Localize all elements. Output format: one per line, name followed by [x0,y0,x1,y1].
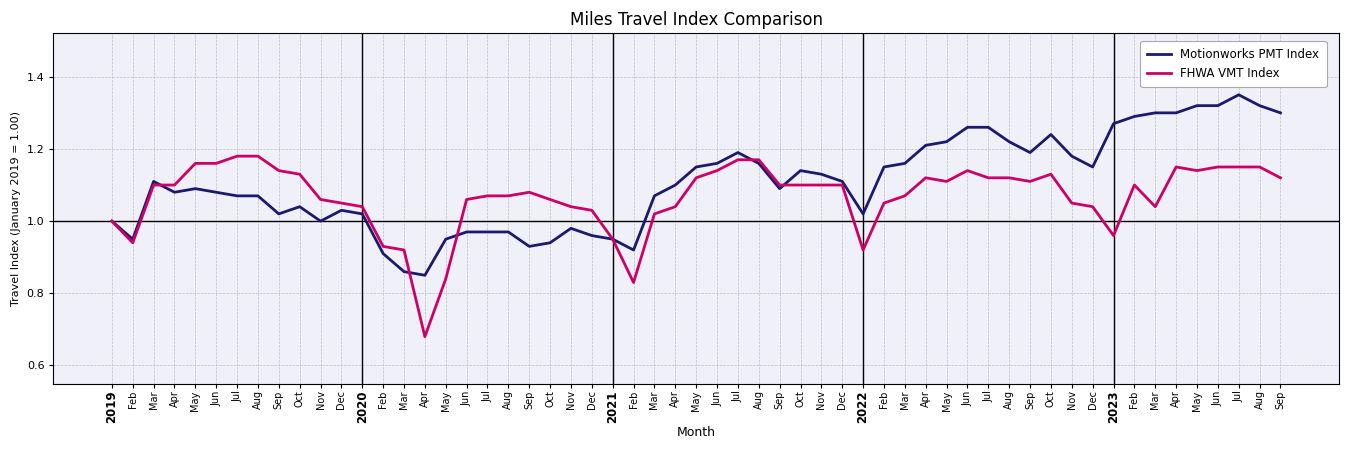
FHWA VMT Index [960,168,976,173]
FHWA VMT Index [166,182,182,188]
Motionworks PMT Index [625,248,641,253]
Motionworks PMT Index [1272,110,1288,116]
X-axis label: Month: Month [676,426,716,439]
Motionworks PMT Index [437,236,454,242]
Line: FHWA VMT Index: FHWA VMT Index [112,156,1280,337]
Motionworks PMT Index [104,218,120,224]
FHWA VMT Index [417,334,433,339]
Line: Motionworks PMT Index: Motionworks PMT Index [112,95,1280,275]
Motionworks PMT Index [146,179,162,184]
FHWA VMT Index [459,197,475,202]
FHWA VMT Index [146,182,162,188]
FHWA VMT Index [104,218,120,224]
FHWA VMT Index [230,153,246,159]
Motionworks PMT Index [918,143,934,148]
Motionworks PMT Index [1231,92,1247,98]
FHWA VMT Index [1272,175,1288,180]
Title: Miles Travel Index Comparison: Miles Travel Index Comparison [570,11,822,29]
Y-axis label: Travel Index (January 2019 = 1.00): Travel Index (January 2019 = 1.00) [11,111,22,306]
Motionworks PMT Index [417,273,433,278]
FHWA VMT Index [647,211,663,216]
Motionworks PMT Index [938,139,954,144]
Motionworks PMT Index [166,189,182,195]
FHWA VMT Index [938,179,954,184]
Legend: Motionworks PMT Index, FHWA VMT Index: Motionworks PMT Index, FHWA VMT Index [1141,41,1327,87]
